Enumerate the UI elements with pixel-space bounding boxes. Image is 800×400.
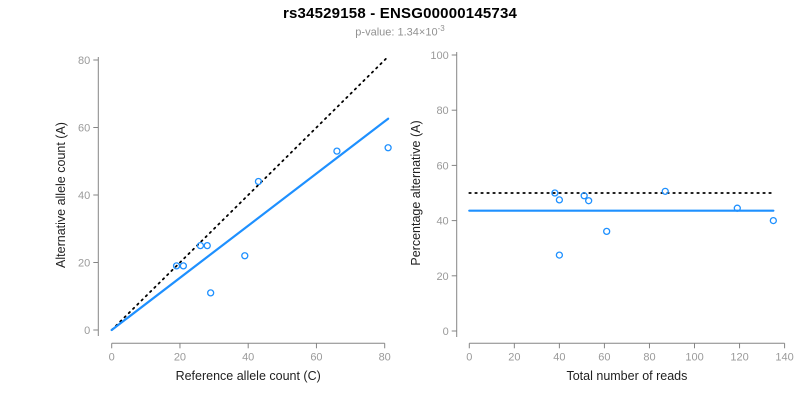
y-tick-label: 80 — [78, 55, 90, 67]
data-point — [551, 189, 559, 197]
data-point — [241, 252, 249, 260]
y-tick-label: 0 — [84, 325, 90, 337]
y-tick-label: 0 — [443, 326, 449, 338]
identity-line — [110, 55, 390, 331]
x-axis-label: Reference allele count (C) — [176, 369, 321, 383]
x-tick-label: 0 — [109, 351, 115, 363]
y-tick-label: 80 — [436, 105, 448, 117]
data-point — [254, 177, 263, 186]
data-point — [172, 262, 181, 270]
x-tick-label: 80 — [643, 351, 655, 363]
data-point — [196, 241, 205, 250]
data-point — [555, 251, 564, 259]
y-tick-label: 100 — [430, 50, 448, 62]
x-tick-label: 140 — [775, 351, 793, 363]
chart-subtitle: p-value: 1.34×10-3 — [0, 24, 800, 39]
y-tick-label: 40 — [78, 190, 90, 202]
data-point — [661, 187, 669, 195]
y-tick-label: 60 — [436, 160, 448, 172]
data-point — [555, 196, 564, 204]
percentage-scatter: 0 20 40 60 80 100 0 20 40 60 80 100 120 140 Total numb… — [409, 50, 794, 383]
y-tick-label: 40 — [436, 216, 448, 228]
x-tick-label: 100 — [685, 351, 703, 363]
data-point — [603, 227, 611, 236]
y-tick-label: 20 — [436, 271, 448, 283]
x-tick-label: 40 — [242, 351, 254, 363]
y-axis-label: Alternative allele count (A) — [54, 122, 68, 268]
data-point — [733, 204, 741, 212]
x-tick-label: 20 — [508, 351, 520, 363]
data-point — [585, 197, 593, 205]
fit-line — [110, 117, 390, 332]
data-point — [384, 144, 392, 152]
x-tick-label: 120 — [730, 351, 748, 363]
data-point — [179, 262, 188, 270]
y-axis-label: Percentage alternative (A) — [409, 120, 423, 265]
pvalue-exponent: -3 — [437, 24, 445, 33]
allele-count-scatter: 0 20 40 60 80 0 20 40 60 80 Reference allele count… — [54, 55, 392, 383]
x-tick-label: 0 — [466, 351, 472, 363]
x-tick-label: 60 — [598, 351, 610, 363]
x-tick-label: 20 — [174, 351, 186, 363]
y-tick-label: 60 — [78, 123, 90, 135]
x-axis-label: Total number of reads — [566, 369, 687, 383]
chart-title: rs34529158 - ENSG00000145734 — [282, 5, 518, 22]
data-point — [769, 216, 777, 225]
x-tick-label: 40 — [553, 351, 565, 363]
data-point — [203, 241, 211, 250]
pvalue-label: p-value: 1.34×10 — [355, 26, 438, 39]
x-tick-label: 60 — [310, 351, 322, 363]
y-tick-label: 20 — [78, 258, 90, 270]
data-point — [207, 289, 215, 297]
data-point — [580, 192, 588, 200]
data-point — [333, 147, 341, 155]
x-tick-label: 80 — [379, 351, 391, 363]
